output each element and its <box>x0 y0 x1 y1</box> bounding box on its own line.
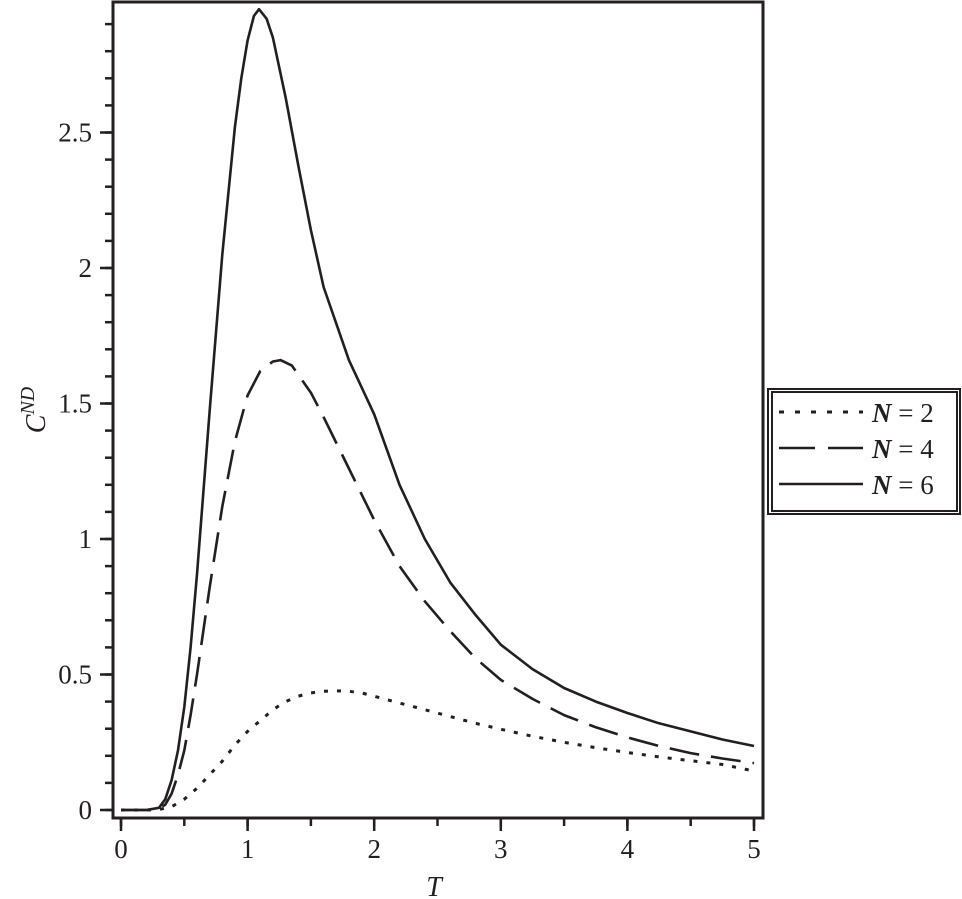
series-layer <box>121 7 755 812</box>
legend-item: N = 6 <box>779 470 934 500</box>
legend-item: N = 4 <box>779 434 934 464</box>
y-tick-label: 0 <box>79 795 93 825</box>
series-line-dashed <box>121 358 755 812</box>
x-tick-label: 2 <box>367 834 381 864</box>
x-axis-ticks: 0 1 2 3 4 5 <box>114 818 761 864</box>
legend-outer-frame <box>767 388 961 515</box>
y-axis-title: CND <box>17 386 52 433</box>
y-tick-label: 2.5 <box>58 118 92 148</box>
x-tick-label: 4 <box>621 834 635 864</box>
y-axis-ticks: 0 0.5 1 1.5 2 2.5 <box>58 22 113 825</box>
y-tick-label: 0.5 <box>58 660 92 690</box>
x-axis-title: T <box>426 872 444 899</box>
y-axis-title-main: C <box>21 414 52 433</box>
series-line-solid <box>121 7 755 812</box>
x-tick-label: 5 <box>747 834 761 864</box>
legend: N = 2 N = 4 N = 6 <box>767 388 961 515</box>
legend-item: N = 2 <box>779 398 934 428</box>
legend-inner-frame <box>771 391 958 512</box>
y-axis-title-superscript: ND <box>17 386 39 415</box>
y-tick-label: 2 <box>79 253 93 283</box>
legend-label: N = 2 <box>871 398 934 428</box>
y-tick-label: 1.5 <box>58 389 92 419</box>
x-tick-label: 0 <box>114 834 128 864</box>
series-line-dotted <box>121 689 755 812</box>
legend-label: N = 6 <box>871 470 934 500</box>
legend-label: N = 4 <box>871 434 934 464</box>
x-tick-label: 1 <box>241 834 255 864</box>
x-tick-label: 3 <box>494 834 508 864</box>
y-tick-label: 1 <box>79 524 93 554</box>
